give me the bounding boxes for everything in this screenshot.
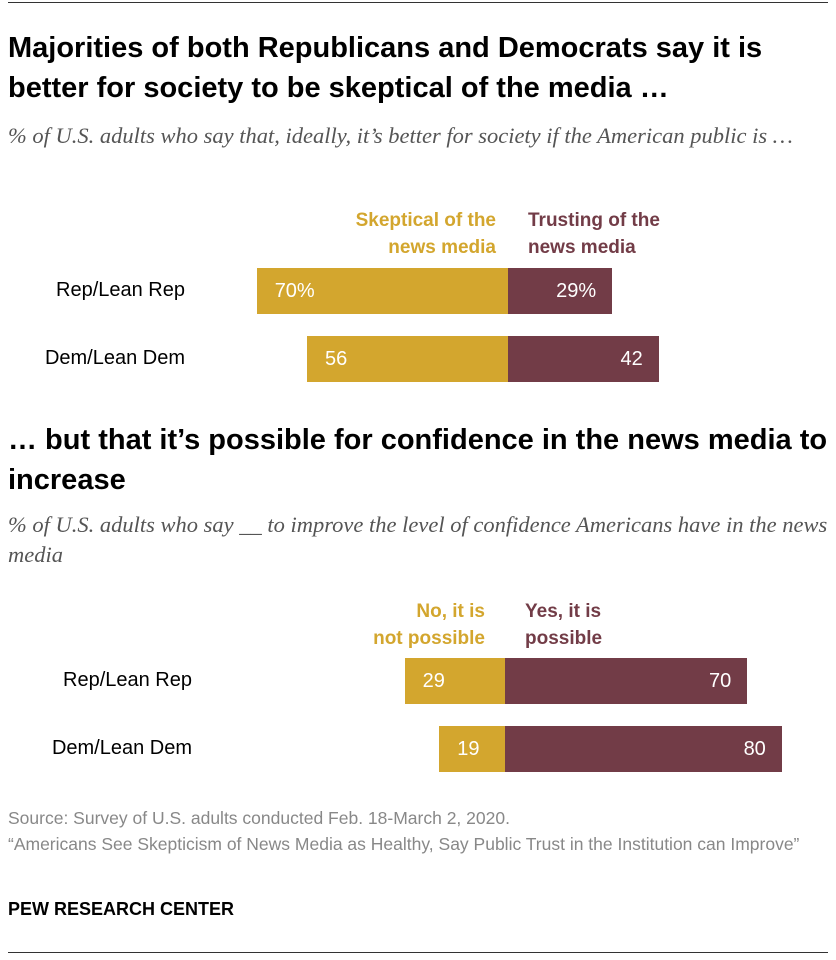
data-label: 70%	[274, 280, 315, 302]
category-label: Rep/Lean Rep	[56, 279, 185, 301]
legend-line: news media	[528, 237, 636, 258]
legend-line: Skeptical of the	[355, 210, 496, 231]
legend-skeptical: Skeptical of the news media	[356, 207, 496, 261]
report-title: “Americans See Skepticism of News Media …	[8, 834, 800, 854]
legend-possible: Yes, it is possible	[525, 598, 602, 652]
pew-logo: PEW RESEARCH CENTER	[8, 899, 235, 919]
data-label: 29	[422, 670, 445, 692]
bar-left	[439, 726, 505, 772]
data-label: 70	[708, 670, 732, 692]
chart-subtitle-2: % of U.S. adults who say __ to improve t…	[8, 512, 828, 567]
chart-title-1: Majorities of both Republicans and Democ…	[8, 32, 763, 104]
source-note: Source: Survey of U.S. adults conducted …	[8, 808, 510, 828]
legend-not-possible: No, it is not possible	[373, 598, 485, 652]
bar-right	[508, 336, 659, 382]
bar-right	[505, 726, 782, 772]
bar-right	[505, 658, 748, 704]
top-rule	[8, 2, 828, 3]
chart-subtitle-1: % of U.S. adults who say that, ideally, …	[8, 123, 793, 148]
legend-line: not possible	[373, 628, 485, 649]
chart-title-2: … but that it’s possible for confidence …	[8, 424, 828, 496]
category-label: Rep/Lean Rep	[63, 669, 192, 691]
data-label: 29%	[556, 280, 597, 302]
legend-line: news media	[388, 237, 496, 258]
data-label: 80	[743, 738, 766, 760]
legend-line: possible	[525, 628, 603, 649]
bar-left	[306, 336, 508, 382]
legend-line: Trusting of the	[528, 210, 660, 231]
data-label: 19	[457, 738, 480, 760]
legend-trusting: Trusting of the news media	[528, 207, 660, 261]
category-label: Dem/Lean Dem	[51, 737, 192, 759]
bar-right	[508, 268, 613, 314]
bar-left	[404, 658, 505, 704]
bar-left	[256, 268, 508, 314]
data-label: 56	[324, 348, 348, 370]
category-label: Dem/Lean Dem	[44, 347, 185, 369]
legend-line: Yes, it is	[525, 601, 602, 622]
bottom-rule	[8, 952, 828, 953]
legend-line: No, it is	[416, 601, 485, 622]
data-label: 42	[620, 348, 643, 370]
